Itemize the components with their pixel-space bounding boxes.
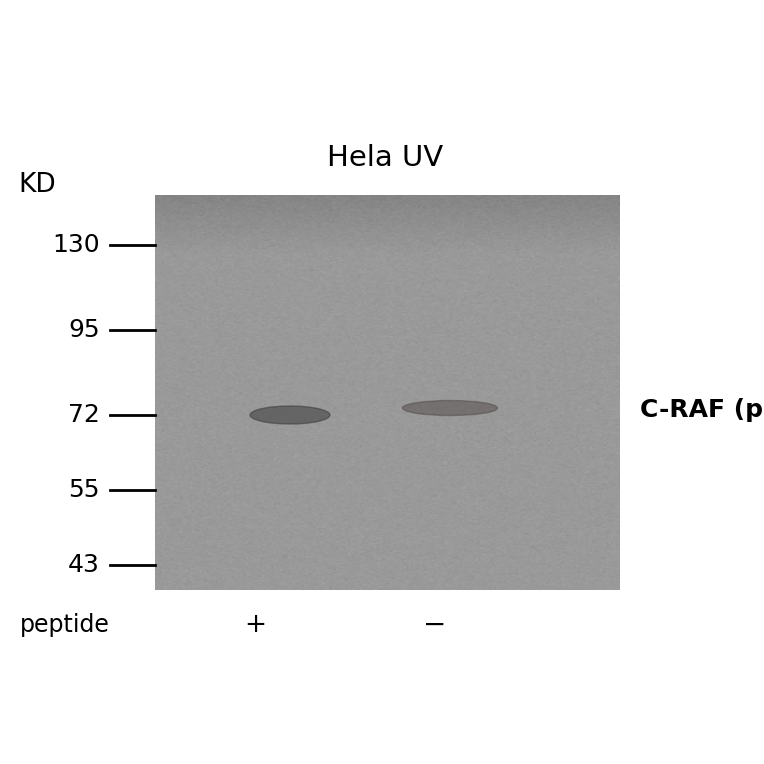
Text: 72: 72 (68, 403, 100, 427)
Text: −: − (423, 611, 447, 639)
Text: peptide: peptide (20, 613, 110, 637)
Ellipse shape (403, 400, 497, 416)
Text: 43: 43 (68, 553, 100, 577)
Text: +: + (244, 612, 266, 638)
Text: KD: KD (18, 172, 56, 198)
Text: 130: 130 (53, 233, 100, 257)
Ellipse shape (250, 406, 330, 424)
Text: 95: 95 (68, 318, 100, 342)
Text: 55: 55 (69, 478, 100, 502)
Text: Hela UV: Hela UV (327, 144, 443, 172)
Text: C-RAF (pSer621): C-RAF (pSer621) (640, 398, 764, 422)
